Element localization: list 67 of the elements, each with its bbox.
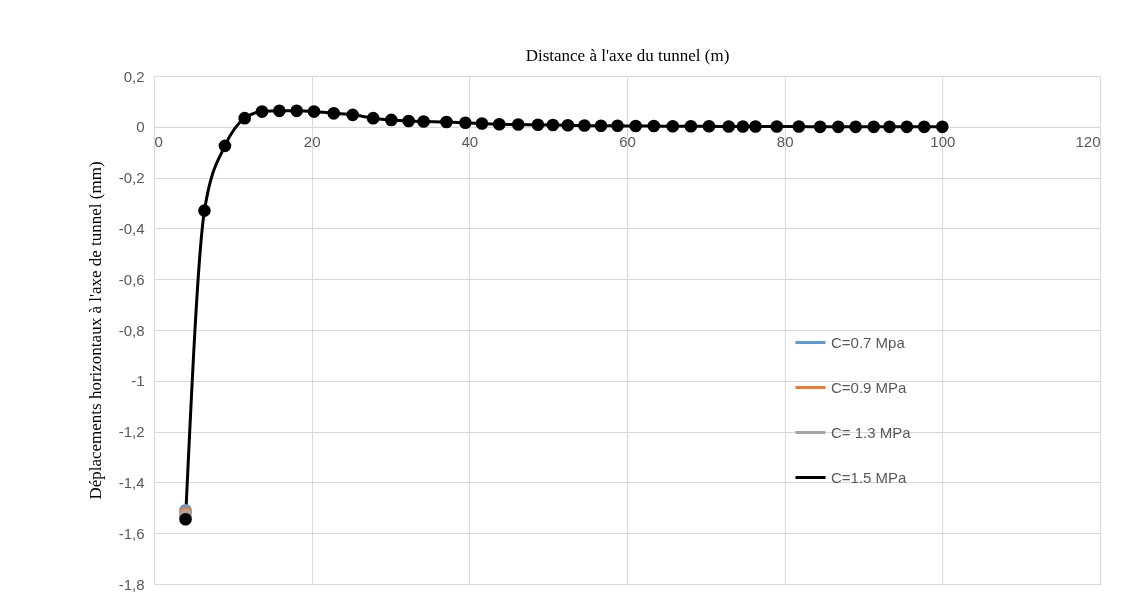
x-tick-label: 60 <box>619 133 636 151</box>
point <box>440 115 453 129</box>
point <box>346 108 359 122</box>
y-tick-label: -1 <box>131 372 145 390</box>
point <box>736 120 750 133</box>
legend-label: C=0.9 MPa <box>831 378 908 396</box>
x-axis-title: Distance à l'axe du tunnel (m) <box>525 45 730 65</box>
y-tick-label: -1,2 <box>118 423 145 441</box>
point <box>647 119 661 133</box>
x-tick-label: 40 <box>461 133 479 151</box>
point <box>366 111 380 125</box>
point <box>511 118 525 131</box>
point <box>290 104 304 118</box>
legend-label: C= 1.3 MPa <box>831 423 912 441</box>
y-tick-label: -0,4 <box>118 219 145 237</box>
point <box>238 111 251 125</box>
point <box>475 117 489 130</box>
point <box>327 107 341 120</box>
point <box>666 119 680 133</box>
point <box>594 119 608 133</box>
point <box>936 120 949 134</box>
point <box>611 119 624 133</box>
point <box>831 120 845 134</box>
point <box>198 204 211 217</box>
point <box>307 105 321 118</box>
point <box>561 118 575 132</box>
y-tick-label: -1,4 <box>118 473 145 491</box>
point <box>218 139 232 153</box>
y-tick-label: -0,6 <box>118 270 145 288</box>
y-tick-label: 0,2 <box>123 67 145 85</box>
point <box>531 118 545 132</box>
y-tick-label: -1,8 <box>118 575 145 593</box>
point <box>578 119 591 132</box>
legend-label: C=1.5 MPa <box>831 468 908 486</box>
point <box>770 120 784 133</box>
point <box>867 120 881 134</box>
point <box>384 113 398 127</box>
y-axis-title: Déplacements horizontaux à l'axe de tunnel (mm) <box>85 161 105 500</box>
point <box>273 104 286 118</box>
point <box>629 119 642 133</box>
point <box>813 120 827 134</box>
x-tick-label: 100 <box>930 133 956 151</box>
x-tick-label: 80 <box>776 133 794 151</box>
point <box>684 119 698 133</box>
point <box>849 120 862 134</box>
y-tick-label: -0,8 <box>118 321 145 339</box>
point <box>179 512 192 526</box>
point <box>546 118 560 132</box>
point <box>402 114 415 128</box>
point <box>417 115 430 128</box>
y-tick-label: 0 <box>136 118 145 136</box>
point <box>255 105 269 118</box>
legend-label: C=0.7 Mpa <box>831 333 906 351</box>
point <box>459 116 472 130</box>
point <box>492 117 506 131</box>
point <box>749 120 762 133</box>
point <box>883 120 896 134</box>
point <box>722 120 736 133</box>
x-tick-label: 120 <box>1075 133 1101 151</box>
x-tick-label: 20 <box>303 133 321 151</box>
y-tick-label: -0,2 <box>118 169 145 187</box>
point <box>917 120 931 134</box>
x-tick-label: 0 <box>154 133 163 151</box>
point <box>900 120 914 134</box>
point <box>792 120 806 133</box>
point <box>702 119 716 133</box>
y-tick-label: -1,6 <box>118 524 145 542</box>
